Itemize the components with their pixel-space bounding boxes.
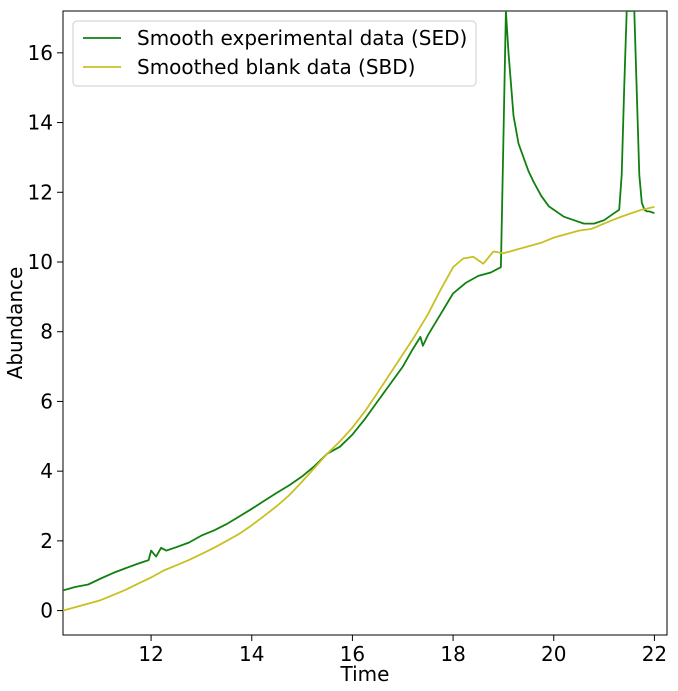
x-tick-label: 18 bbox=[440, 642, 465, 666]
x-tick-label: 20 bbox=[541, 642, 566, 666]
x-tick-label: 14 bbox=[239, 642, 264, 666]
x-axis: 12 14 16 18 20 22 bbox=[138, 635, 667, 666]
y-tick-label: 6 bbox=[40, 389, 53, 413]
y-axis: 0 2 4 6 8 10 12 14 16 bbox=[28, 41, 63, 623]
plot-area bbox=[62, 10, 668, 636]
series-layer bbox=[63, 11, 655, 612]
x-axis-title: Time bbox=[340, 662, 390, 686]
legend-label: Smoothed blank data (SBD) bbox=[137, 55, 415, 79]
x-tick-label: 16 bbox=[340, 642, 365, 666]
series-line-sed bbox=[63, 11, 655, 592]
legend: Smooth experimental data (SED) Smoothed b… bbox=[72, 20, 477, 87]
legend-box bbox=[72, 20, 477, 87]
y-tick-label: 8 bbox=[40, 320, 53, 344]
y-tick-label: 14 bbox=[28, 111, 53, 135]
series-line-sbd bbox=[63, 206, 655, 612]
x-tick-label: 22 bbox=[642, 642, 667, 666]
y-tick-label: 16 bbox=[28, 41, 53, 65]
y-tick-label: 12 bbox=[28, 180, 53, 204]
y-tick-label: 2 bbox=[40, 529, 53, 553]
x-tick-label: 12 bbox=[138, 642, 163, 666]
legend-label: Smooth experimental data (SED) bbox=[137, 26, 467, 50]
y-axis-title: Abundance bbox=[3, 267, 27, 380]
y-tick-label: 0 bbox=[40, 599, 53, 623]
y-tick-label: 4 bbox=[40, 459, 53, 483]
y-tick-label: 10 bbox=[28, 250, 53, 274]
